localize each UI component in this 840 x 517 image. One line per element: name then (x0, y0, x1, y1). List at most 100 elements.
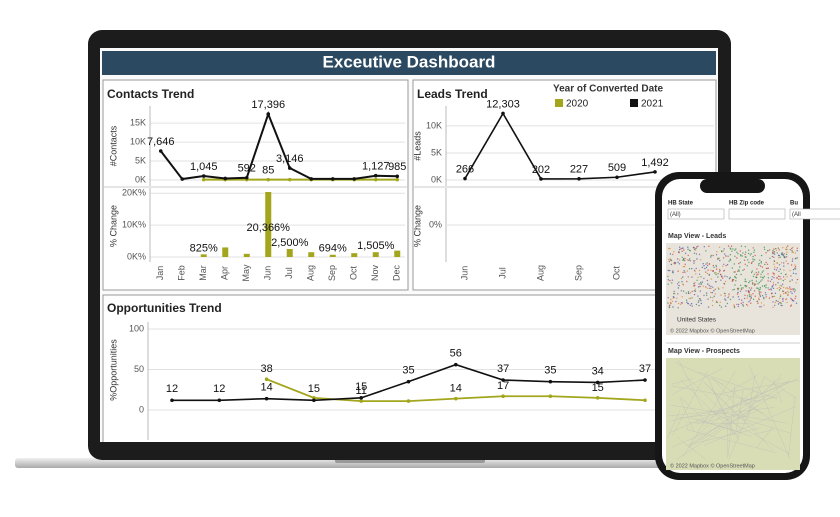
map-dot (787, 293, 789, 295)
point (266, 177, 271, 182)
series-line (464, 111, 656, 180)
map-dot (795, 257, 797, 260)
map-dot (740, 245, 743, 247)
map-dot (778, 278, 780, 280)
map-dot (776, 277, 778, 279)
map-dot (742, 287, 744, 289)
map-dot (732, 248, 734, 250)
map-dot (774, 301, 776, 304)
panel-title: Leads Trend (417, 87, 488, 101)
map-border (686, 422, 750, 425)
y-tick-label: 10K (130, 136, 146, 146)
x-tick-label: May (241, 264, 251, 282)
map-dot (681, 296, 683, 298)
map-dot (760, 306, 762, 308)
data-label: 2,500% (271, 237, 309, 249)
map-dot (733, 306, 736, 309)
map-dot (681, 256, 683, 258)
map-dot (783, 256, 785, 258)
map-dot (680, 302, 683, 304)
map-dot (720, 294, 722, 296)
map-dot (758, 264, 760, 266)
map-dot (779, 295, 782, 298)
dropdown[interactable] (728, 208, 786, 220)
map-dot (748, 281, 750, 284)
map-dot (756, 300, 758, 303)
point (287, 166, 292, 170)
data-label: 38 (260, 363, 272, 375)
map-dot (707, 269, 709, 271)
map-dot (715, 281, 717, 283)
map-dot (706, 287, 709, 289)
data-label: 15 (355, 381, 367, 393)
dropdown[interactable] (667, 208, 725, 220)
map-dot (667, 283, 669, 285)
map-dot (742, 269, 744, 272)
map-dot (738, 298, 740, 301)
map-dot (782, 300, 784, 302)
map-dot (736, 251, 738, 253)
y-tick-label: 5K (431, 147, 442, 157)
map-dot (689, 258, 691, 260)
point (217, 398, 222, 403)
map-dot (746, 285, 748, 287)
map-border (676, 436, 706, 460)
map-dot (713, 290, 715, 292)
map-dot (750, 302, 752, 304)
map-dot (711, 300, 714, 302)
map-dot (776, 267, 778, 269)
map-dot (777, 303, 780, 305)
map-dot (691, 276, 693, 278)
map-dot (783, 292, 785, 295)
map-dot (688, 268, 691, 270)
map-dot (719, 269, 721, 272)
map-dot (782, 254, 784, 256)
map-dot (767, 267, 769, 269)
map-dot (730, 248, 732, 250)
map-dot (766, 263, 769, 265)
map-dot (712, 264, 714, 267)
map-dot (722, 250, 725, 252)
map-dot (735, 273, 738, 276)
map-dot (678, 248, 681, 251)
map-dot (725, 255, 727, 257)
map-dot (796, 257, 798, 259)
map-dot (683, 265, 686, 268)
map-dot (779, 256, 781, 258)
map-dot (765, 267, 768, 270)
map-dot (682, 259, 684, 261)
map-dot (709, 296, 712, 298)
map-dot (683, 257, 685, 260)
map-dot (761, 276, 764, 279)
map-dot (746, 297, 748, 299)
map-dot (758, 298, 760, 301)
map-border (696, 413, 741, 424)
map-dot (694, 284, 696, 287)
point (463, 176, 467, 181)
map-dot (712, 286, 714, 288)
data-label: 592 (238, 163, 256, 175)
map-dot (719, 301, 721, 303)
map-dot (786, 287, 788, 289)
map-dot (698, 300, 700, 302)
map-dot (782, 279, 784, 282)
map-dot (785, 253, 788, 255)
map-dot (786, 290, 788, 293)
map-dot (770, 293, 773, 295)
map-dot (726, 302, 729, 305)
data-label: 1,127 (362, 161, 390, 173)
map-dot (785, 260, 787, 262)
map-dot (777, 247, 779, 249)
map-dot (738, 303, 740, 306)
data-label: 35 (544, 365, 556, 377)
map-dot (753, 273, 756, 275)
dropdown[interactable] (789, 208, 840, 220)
panel (102, 294, 717, 442)
data-label: 15 (308, 383, 320, 395)
map-dot (792, 258, 794, 260)
map-dot (683, 259, 686, 262)
map-dot (759, 295, 762, 297)
map-dot (691, 305, 693, 307)
map-dot (759, 291, 761, 293)
map-dot (706, 272, 709, 275)
